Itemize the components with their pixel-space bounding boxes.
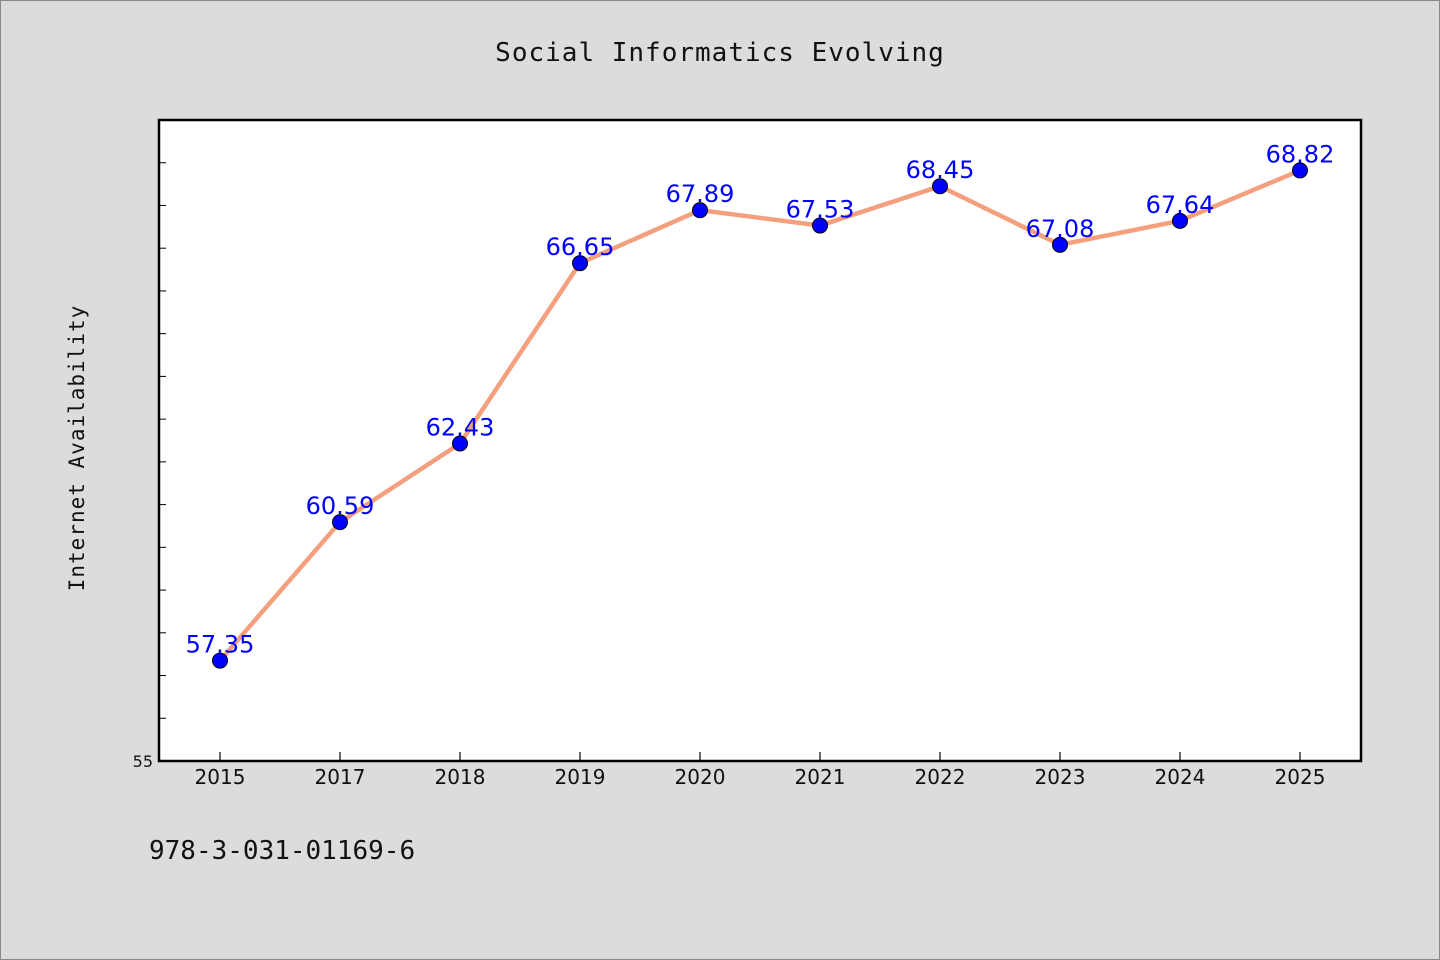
x-tick-label: 2022 <box>915 765 966 789</box>
x-tick-label: 2025 <box>1275 765 1326 789</box>
isbn-footer: 978-3-031-01169-6 <box>149 836 416 866</box>
data-point <box>692 202 708 219</box>
data-label: 67.89 <box>666 180 735 208</box>
y-axis-label: Internet Availability <box>65 305 89 592</box>
data-label: 62.43 <box>426 413 495 441</box>
data-label: 57.35 <box>186 631 255 659</box>
x-tick-label: 2017 <box>315 765 366 789</box>
data-point <box>1292 162 1308 179</box>
data-label: 60.59 <box>306 492 375 520</box>
y-axis-ticks: 55 <box>133 162 166 771</box>
data-label: 68.82 <box>1266 140 1335 168</box>
x-tick-label: 2015 <box>195 765 246 789</box>
data-markers <box>212 162 1308 669</box>
x-tick-label: 2020 <box>675 765 726 789</box>
data-labels: 57.35 60.59 62.43 66.65 67.89 67.53 68.45 67.08… <box>186 140 1335 658</box>
x-tick-label: 2024 <box>1155 765 1206 789</box>
data-label: 67.64 <box>1146 191 1215 219</box>
x-tick-label: 2018 <box>435 765 486 789</box>
data-label: 67.08 <box>1026 215 1095 243</box>
x-tick-label: 2023 <box>1035 765 1086 789</box>
data-label: 66.65 <box>546 233 615 261</box>
chart-title: Social Informatics Evolving <box>495 38 945 68</box>
data-point <box>1052 236 1068 253</box>
data-point <box>572 255 588 272</box>
data-label: 68.45 <box>906 156 975 184</box>
x-axis-ticks: 2015 2017 2018 2019 2020 2021 2022 2023 2024 2025 <box>195 752 1326 789</box>
data-point <box>452 435 468 452</box>
data-point <box>332 514 348 531</box>
y-tick-label: 55 <box>133 752 153 771</box>
data-point <box>212 652 228 669</box>
data-point <box>812 217 828 234</box>
data-label: 67.53 <box>786 196 855 224</box>
x-tick-label: 2019 <box>555 765 606 789</box>
x-tick-label: 2021 <box>795 765 846 789</box>
series-line <box>217 168 1303 663</box>
data-point <box>1172 212 1188 229</box>
series-line-group <box>217 168 1303 663</box>
data-point <box>932 178 948 195</box>
